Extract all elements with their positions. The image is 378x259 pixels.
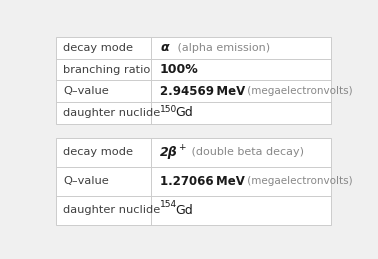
Text: Gd: Gd bbox=[175, 106, 193, 119]
Text: (megaelectronvolts): (megaelectronvolts) bbox=[243, 86, 352, 96]
Text: daughter nuclide: daughter nuclide bbox=[64, 205, 161, 215]
Text: daughter nuclide: daughter nuclide bbox=[64, 108, 161, 118]
Text: Q–value: Q–value bbox=[64, 176, 109, 186]
Text: 2.94569 MeV: 2.94569 MeV bbox=[160, 85, 245, 98]
Text: Q–value: Q–value bbox=[64, 86, 109, 96]
Text: (megaelectronvolts): (megaelectronvolts) bbox=[243, 176, 352, 186]
Text: decay mode: decay mode bbox=[64, 147, 133, 157]
Text: α: α bbox=[160, 41, 169, 54]
Text: 154: 154 bbox=[160, 200, 177, 209]
Text: 100%: 100% bbox=[160, 63, 199, 76]
Text: (double beta decay): (double beta decay) bbox=[188, 147, 304, 157]
Text: 1.27066 MeV: 1.27066 MeV bbox=[160, 175, 245, 188]
Text: decay mode: decay mode bbox=[64, 43, 133, 53]
Text: 150: 150 bbox=[160, 105, 177, 113]
Text: Gd: Gd bbox=[175, 204, 193, 217]
Text: +: + bbox=[178, 142, 186, 152]
Text: branching ratio: branching ratio bbox=[64, 64, 151, 75]
Text: 2β: 2β bbox=[160, 146, 178, 159]
Text: (alpha emission): (alpha emission) bbox=[174, 43, 270, 53]
